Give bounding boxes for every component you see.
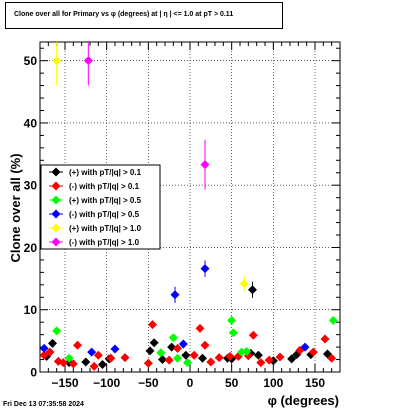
y-tick-label: 0 [30,366,37,380]
series-3 [39,260,310,357]
legend-label: (+) with pT/|q| > 1.0 [69,224,142,233]
x-tick-label: −150 [51,376,78,390]
data-point [64,353,74,363]
data-point [264,355,274,365]
series-0 [42,281,332,370]
data-point [275,352,285,362]
data-point [200,264,210,274]
timestamp: Fri Dec 13 07:35:58 2024 [3,401,84,408]
x-tick-label: −50 [138,376,159,390]
legend-label: (-) with pT/|q| > 1.0 [69,238,140,247]
data-point [110,344,120,354]
legend: (+) with pT/|q| > 0.1 (-) with pT/|q| > 0… [40,164,161,250]
data-point [93,350,103,360]
y-tick-label: 50 [24,54,38,68]
data-point [287,354,297,364]
data-point [225,351,235,361]
title-box: Clone over all for Primary vs φ (degrees… [5,2,283,29]
chart-title: Clone over all for Primary vs φ (degrees… [14,11,234,18]
data-point [98,360,107,370]
legend-marker [51,195,61,205]
data-point [248,330,258,340]
data-point [256,358,266,368]
data-point [248,285,257,295]
data-point [106,353,116,363]
data-point [39,343,49,353]
data-point [170,290,180,300]
y-tick-label: 40 [24,116,38,130]
series-2 [52,315,338,368]
data-point [253,350,263,360]
data-point [178,339,188,349]
data-point [320,334,330,344]
y-tick-label: 20 [24,241,38,255]
data-point [156,348,166,358]
x-tick-label: 0 [187,376,194,390]
data-point [206,357,216,367]
data-point [145,346,155,356]
series-4 [52,42,249,292]
data-point [52,56,62,66]
x-tick-label: 50 [225,376,239,390]
data-point [58,358,68,368]
data-point [227,315,237,325]
data-point [68,359,78,369]
data-point [45,347,55,357]
x-axis-label: φ (degrees) [268,393,339,408]
data-point [48,338,57,348]
legend-label: (+) with pT/|q| > 0.1 [69,168,142,177]
y-axis-label: Clone over all (%) [8,153,23,262]
legend-label: (-) with pT/|q| > 0.5 [69,210,140,219]
data-point [83,56,93,66]
data-point [200,340,210,350]
data-point [173,353,182,363]
y-tick-label: 10 [24,303,38,317]
data-point [143,358,153,368]
data-point [228,328,238,338]
data-marks [39,42,338,371]
series-1 [39,320,337,371]
data-point [189,350,199,360]
data-point [87,347,97,357]
data-point [300,342,310,352]
legend-box [40,164,161,250]
y-tick-label: 30 [24,179,38,193]
data-point [200,160,210,170]
data-point [164,355,174,365]
data-point [242,346,252,356]
data-point [148,320,157,330]
data-point [239,279,249,289]
legend-marker [51,167,61,177]
data-point [173,343,182,353]
data-point [327,353,337,363]
data-point [89,361,99,371]
x-tick-label: −100 [93,376,120,390]
data-point [167,342,177,352]
data-point [328,315,338,325]
data-point [195,323,205,333]
legend-marker [51,209,61,219]
legend-marker [51,181,61,191]
legend-marker [51,237,61,247]
data-point [308,347,318,357]
data-point [183,358,192,368]
data-point [181,350,191,360]
data-point [52,326,62,336]
data-point [198,353,207,363]
data-point [73,340,82,350]
data-point [81,357,91,367]
legend-label: (+) with pT/|q| > 0.5 [69,196,142,205]
data-point [120,353,130,363]
data-point [158,355,167,365]
data-point [168,333,178,343]
series-5 [83,42,210,190]
data-point [214,353,224,363]
x-tick-label: 150 [305,376,325,390]
data-point [149,338,159,348]
legend-marker [51,223,61,233]
legend-label: (-) with pT/|q| > 0.1 [69,182,140,191]
x-tick-label: 100 [263,376,283,390]
